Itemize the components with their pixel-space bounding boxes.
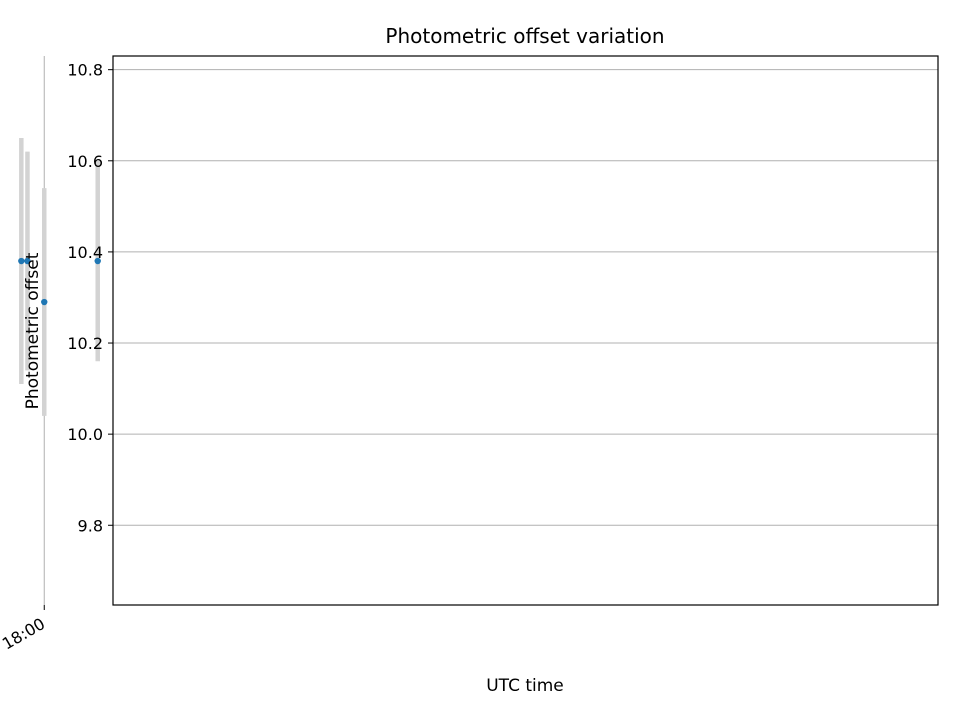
y-tick-label: 10.2 [67, 334, 103, 353]
y-tick-label: 10.0 [67, 425, 103, 444]
y-axis-ticks: 9.8 10.0 10.2 10.4 10.6 10.8 [67, 61, 113, 535]
y-tick-label: 10.4 [67, 243, 103, 262]
x-axis-title: UTC time [486, 676, 564, 696]
data-point [24, 257, 31, 265]
data-point [18, 257, 25, 265]
data-point [41, 298, 48, 306]
grid-lines [43, 56, 938, 605]
y-tick-label: 10.6 [67, 152, 103, 171]
chart-title: Photometric offset variation [385, 24, 664, 48]
y-tick-label: 10.8 [67, 61, 103, 80]
data-point [94, 257, 101, 265]
y-axis-title: Photometric offset [23, 252, 43, 409]
y-tick-label: 9.8 [78, 516, 103, 535]
data-points [18, 257, 101, 306]
plot-area-frame [112, 55, 939, 606]
